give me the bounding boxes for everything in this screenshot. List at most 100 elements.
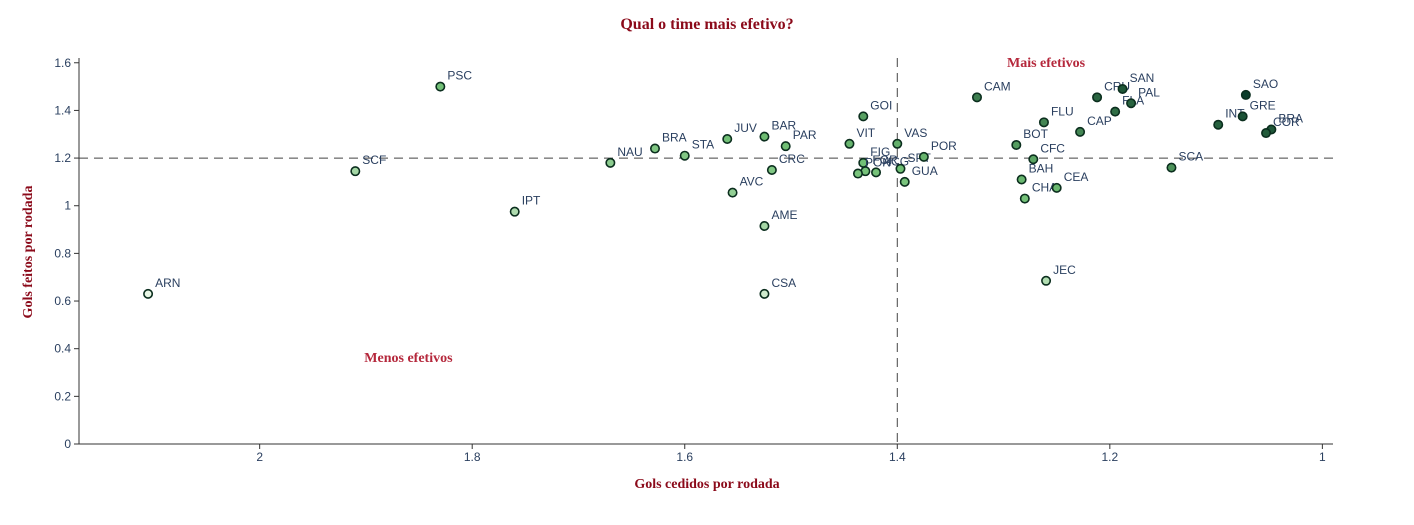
data-point-label: CEA (1064, 170, 1089, 184)
x-tick-label: 2 (256, 450, 263, 464)
data-point-label: CSA (771, 276, 796, 290)
data-point-label: SAO (1253, 77, 1278, 91)
data-point-label: PSC (447, 69, 472, 83)
data-point-label: AME (771, 208, 797, 222)
data-point (1019, 193, 1030, 204)
data-point (780, 141, 791, 152)
y-tick-label: 0 (64, 437, 71, 451)
data-point (1213, 119, 1224, 130)
data-point (649, 143, 660, 154)
y-tick-label: 0.8 (54, 246, 71, 260)
y-tick-label: 0.6 (54, 294, 71, 308)
data-point (679, 150, 690, 161)
quadrant-annotation: Mais efetivos (1007, 56, 1086, 71)
x-tick-label: 1.4 (889, 450, 906, 464)
data-point-label: IPT (522, 194, 541, 208)
data-point (1117, 83, 1128, 94)
data-point (1038, 117, 1049, 128)
data-point-label: GOI (870, 98, 892, 112)
data-point-label: FLU (1051, 104, 1074, 118)
data-point-label: CHA (1032, 181, 1057, 195)
data-point (1261, 128, 1272, 139)
data-point-label: BAR (771, 119, 796, 133)
data-point (1041, 275, 1052, 286)
data-point (1166, 162, 1177, 173)
data-point (895, 163, 906, 174)
data-point (766, 164, 777, 175)
data-point-label: GRE (1250, 98, 1276, 112)
data-points: ARN SCF PSC IPT NAU BRA STA JUV AVC BAR AME CSA CRC P… (143, 69, 1303, 299)
data-point (899, 176, 910, 187)
data-point-label: CAM (984, 79, 1011, 93)
data-point (1016, 174, 1027, 185)
data-point-label: STA (692, 138, 714, 152)
quadrant-annotation: Menos efetivos (364, 351, 453, 366)
x-tick-label: 1 (1319, 450, 1326, 464)
data-point (1240, 89, 1251, 100)
data-point (759, 288, 770, 299)
chart-title: Qual o time mais efetivo? (620, 16, 793, 33)
y-tick-label: 1.2 (54, 151, 71, 165)
data-point-label: BOT (1023, 127, 1048, 141)
data-point-label: BAH (1029, 162, 1054, 176)
x-tick-label: 1.6 (676, 450, 693, 464)
data-point (509, 206, 520, 217)
data-point (727, 187, 738, 198)
data-point (1110, 106, 1121, 117)
data-point (918, 151, 929, 162)
data-point-label: GUA (912, 164, 938, 178)
data-point-label: CRC (779, 152, 805, 166)
data-point (1051, 182, 1062, 193)
data-point-label: VIT (856, 126, 875, 140)
data-point (759, 131, 770, 142)
data-point (759, 220, 770, 231)
quadrant-notes: Mais efetivos Menos efetivos (364, 56, 1085, 366)
data-point-label: BRA (662, 131, 687, 145)
data-point (1075, 126, 1086, 137)
data-point-label: AVC (740, 175, 764, 189)
data-point (858, 111, 869, 122)
data-point-label: POR (931, 139, 957, 153)
x-axis-title: Gols cedidos por rodada (634, 477, 779, 492)
data-point (1126, 98, 1137, 109)
axes: 2 1.8 1.6 1.4 1.2 1 0 0.2 0.4 0.6 0.8 1 1.2 1.4 1.6 (54, 56, 1333, 464)
data-point-label: VAS (904, 126, 927, 140)
data-point-label: CFC (1040, 141, 1065, 155)
data-point-label: JUV (734, 121, 757, 135)
data-point (1237, 111, 1248, 122)
data-point (1011, 139, 1022, 150)
y-tick-label: 0.4 (54, 342, 71, 356)
data-point-label: NAU (617, 145, 642, 159)
data-point (435, 81, 446, 92)
data-point-label: PON (865, 156, 891, 170)
data-point (1028, 154, 1039, 165)
y-tick-label: 1.6 (54, 56, 71, 70)
data-point (871, 167, 882, 178)
data-point (1092, 92, 1103, 103)
data-point (892, 138, 903, 149)
data-point-label: CAP (1087, 114, 1112, 128)
data-point-label: FIG (870, 145, 890, 159)
data-point-label: FOR (872, 153, 898, 167)
data-point (852, 168, 863, 179)
data-point-label: ACG (883, 154, 909, 168)
data-point (605, 157, 616, 168)
data-point-label: SCF (362, 153, 386, 167)
data-point-label: JEC (1053, 263, 1076, 277)
data-point (350, 166, 361, 177)
data-point (844, 138, 855, 149)
data-point-label: PAR (793, 128, 817, 142)
x-tick-label: 1.2 (1101, 450, 1118, 464)
y-tick-label: 1.4 (54, 103, 71, 117)
data-point-label: COR (1273, 115, 1300, 129)
data-point (722, 134, 733, 145)
data-point-label: ARN (155, 276, 180, 290)
data-point-label: BRA (1278, 111, 1303, 125)
data-point (143, 288, 154, 299)
data-point-label: SCA (1178, 150, 1203, 164)
y-axis-title: Gols feitos por rodada (21, 186, 36, 319)
reference-lines (79, 58, 1333, 444)
data-point-label: SAN (1130, 71, 1155, 85)
y-tick-label: 1 (64, 199, 71, 213)
